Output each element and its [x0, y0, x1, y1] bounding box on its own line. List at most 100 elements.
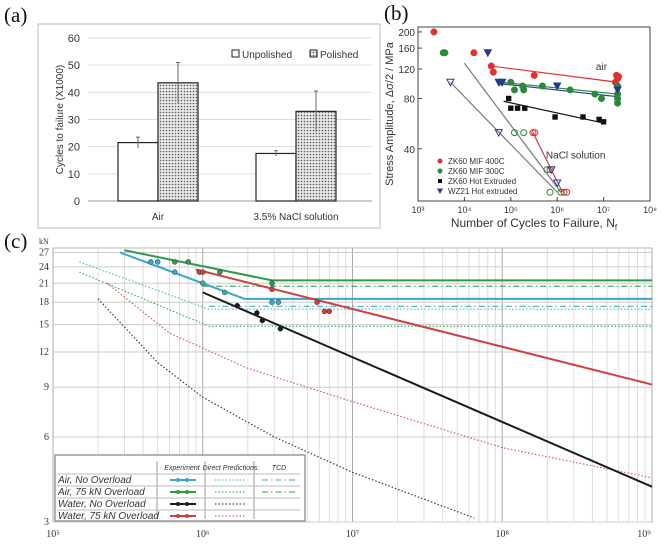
data-point [430, 28, 438, 36]
data-point [514, 105, 521, 111]
data-point [597, 94, 605, 102]
data-point [510, 86, 518, 94]
y-tick-label: 120 [398, 65, 415, 76]
data-point [520, 129, 528, 137]
legend-label: Air, No Overload [57, 475, 132, 486]
data-point [321, 308, 328, 315]
legend-label: Water, No Overload [58, 499, 146, 510]
legend-marker [185, 478, 189, 482]
data-point [615, 73, 623, 81]
legend-label: Polished [320, 50, 358, 61]
legend-marker [176, 514, 180, 518]
legend-marker [438, 179, 442, 183]
legend-swatch [231, 49, 240, 58]
x-tick-label: 10⁷ [346, 529, 360, 540]
data-point [530, 71, 538, 79]
legend-label: ZK60 MIF 300C [448, 167, 505, 176]
data-point [487, 62, 495, 70]
y-tick-label: 60 [68, 33, 80, 45]
legend-label: ZK60 MIF 400C [448, 157, 505, 166]
x-tick-label: 10⁸ [496, 529, 510, 540]
direct-prediction-line [97, 298, 475, 519]
legend-header: Experiment [164, 465, 200, 472]
y-tick-label: 0 [74, 196, 80, 208]
x-tick-label: Air [152, 212, 165, 223]
annotation: air [596, 62, 608, 73]
data-point [505, 95, 512, 102]
bar-unpolished [255, 152, 297, 202]
legend-marker [185, 514, 189, 518]
legend-swatch [309, 49, 318, 58]
data-point [489, 68, 497, 76]
panel-label-a: (a) [4, 3, 27, 27]
experiment-line [202, 291, 653, 488]
fit-line [450, 81, 558, 193]
data-point [507, 78, 515, 86]
y-tick-label: 20 [68, 142, 80, 154]
y-axis-label: Stress Amplitude, Δσ/2 / MPa [384, 41, 396, 186]
data-point [547, 166, 556, 175]
data-point [600, 119, 607, 125]
legend-label: Unpolished [242, 50, 292, 61]
y-tick-label: 24 [39, 262, 49, 273]
x-tick-label: 10⁵ [46, 529, 60, 540]
x-tick-label: 10⁴ [457, 205, 471, 215]
data-point [538, 82, 546, 90]
y-tick-label: 18 [39, 297, 49, 308]
fit-line [532, 132, 564, 193]
x-axis-label-text: Number of Cycles to Failure, N [451, 216, 615, 230]
data-point [470, 49, 478, 57]
data-point [531, 129, 539, 137]
data-point [613, 86, 622, 95]
data-point [552, 179, 562, 188]
data-point [522, 105, 528, 111]
data-point [497, 78, 507, 87]
fit-line [463, 62, 562, 193]
direct-prediction-line [79, 271, 652, 327]
legend-marker [437, 158, 443, 164]
data-point [520, 86, 528, 94]
x-axis-label: Number of Cycles to Failure, Nf [451, 216, 618, 232]
legend-marker [185, 490, 189, 494]
chart-b-frame [417, 26, 651, 202]
data-point [508, 105, 514, 111]
x-tick-label: 10⁵ [504, 205, 518, 215]
y-tick-label: 6 [44, 432, 49, 443]
data-point [269, 280, 275, 287]
panel-label-c: (c) [4, 229, 27, 253]
legend-label: Air, 75 kN Overload [57, 487, 145, 498]
bar-unpolished [117, 141, 159, 202]
x-tick-label: 10³ [411, 205, 424, 215]
data-point [200, 280, 206, 287]
data-point [148, 259, 154, 265]
y-tick-label: 3 [44, 517, 49, 528]
y-tick-label: 9 [44, 382, 49, 393]
data-point [614, 99, 622, 107]
y-tick-label: 30 [68, 115, 80, 127]
data-point [580, 114, 586, 120]
panel-label-b: (b) [384, 1, 409, 25]
data-point [529, 129, 537, 137]
data-point [217, 269, 223, 275]
y-tick-label: 40 [404, 145, 416, 156]
data-point [171, 259, 178, 265]
legend-marker [176, 490, 180, 494]
legend-label: Water, 75 kN Overload [58, 511, 159, 522]
data-point [171, 269, 178, 275]
y-axis-label: Cycles to failure (X1000) [55, 65, 66, 175]
data-point [185, 259, 191, 265]
data-point [510, 129, 518, 137]
legend-marker [176, 478, 180, 482]
legend-marker [437, 168, 443, 174]
x-tick-label: 10⁹ [637, 529, 651, 540]
data-point [277, 325, 284, 332]
experiment-line [119, 251, 652, 300]
fit-line [491, 65, 618, 83]
data-point [269, 286, 275, 293]
y-tick-label: 27 [39, 247, 49, 258]
data-point [326, 308, 333, 315]
y-axis-unit: kN [39, 237, 49, 246]
x-tick-label: 3.5% NaCl solution [253, 212, 338, 223]
data-point [441, 49, 449, 57]
data-point [154, 259, 161, 265]
